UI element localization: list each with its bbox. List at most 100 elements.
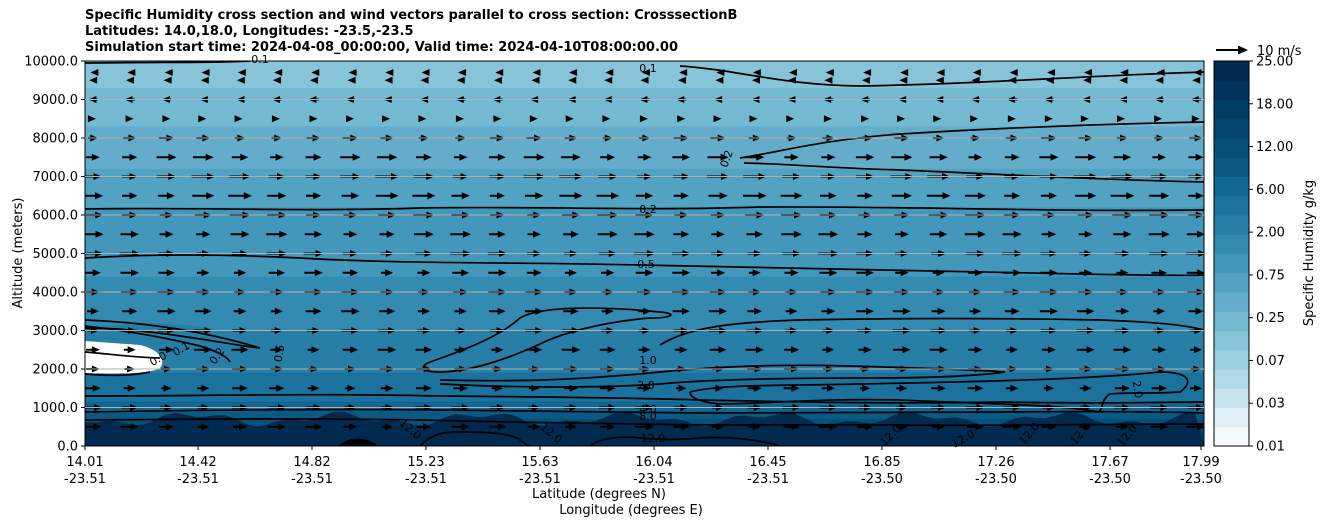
wind-vector (525, 192, 544, 200)
wind-vector-head (458, 307, 467, 315)
wind-vector (341, 192, 360, 200)
wind-vector (454, 307, 467, 315)
wind-vector-head (274, 307, 283, 315)
colorbar-swatch (1214, 311, 1249, 331)
wind-vector (563, 230, 579, 238)
wind-vector-head (95, 230, 104, 238)
wind-vector (164, 69, 173, 77)
wind-vector (931, 384, 946, 392)
wind-vector-head (1154, 115, 1163, 123)
wind-vector (375, 192, 399, 200)
wind-vector (856, 269, 874, 277)
wind-vector (715, 76, 724, 84)
wind-vector-head (643, 384, 652, 392)
x-tick-longitude: -23.50 (861, 472, 903, 487)
wind-vector (159, 346, 174, 354)
wind-vector (524, 307, 544, 315)
wind-vector (1186, 423, 1204, 431)
wind-vector-head (749, 115, 758, 123)
wind-vector (493, 76, 502, 84)
wind-vector (454, 346, 467, 354)
x-tick-longitude: -23.50 (1180, 472, 1222, 487)
wind-vector (1045, 76, 1054, 84)
wind-vector (127, 69, 136, 77)
wind-vector-head (1120, 269, 1129, 277)
contour-line (85, 325, 231, 363)
wind-vector-head (239, 384, 248, 392)
wind-vector (305, 192, 322, 200)
wind-vector (231, 153, 249, 161)
wind-vector-head (1159, 423, 1168, 431)
wind-vector-head (1047, 346, 1056, 354)
wind-vector (749, 115, 758, 123)
wind-vector-head (791, 384, 800, 392)
wind-vector-head (827, 307, 836, 315)
contour-line (85, 61, 251, 64)
wind-vector (309, 76, 318, 84)
wind-vector (672, 423, 690, 431)
wind-vector (1115, 423, 1130, 431)
wind-vector (600, 153, 616, 161)
wind-vector-head (349, 423, 358, 431)
wind-vector-head (198, 115, 207, 123)
wind-vector-head (1013, 230, 1022, 238)
wind-vector (379, 230, 395, 238)
wind-vector-head (1010, 384, 1019, 392)
wind-vector-head (423, 153, 432, 161)
wind-vector (1079, 384, 1092, 392)
wind-vector-head (277, 423, 286, 431)
wind-vector (417, 307, 431, 315)
wind-vector-head (390, 192, 399, 200)
colorbar-swatch (1214, 407, 1249, 428)
wind-vector (747, 307, 763, 315)
wind-vector-head (91, 153, 100, 161)
wind-vector (1149, 192, 1170, 200)
colorbar-label: Specific Humidity g/kg (1302, 180, 1317, 326)
wind-vector-head (201, 269, 210, 277)
colorbar-tick-label: 25.00 (1256, 55, 1293, 70)
wind-vector (784, 346, 800, 354)
wind-vector (561, 153, 581, 161)
wind-vector-head (1195, 307, 1204, 315)
wind-vector-head (572, 346, 581, 354)
wind-vector (342, 346, 359, 354)
wind-vector-head (461, 423, 470, 431)
wind-vector (1115, 307, 1130, 315)
wind-vector (123, 384, 136, 392)
wind-vector-head (1158, 384, 1167, 392)
contour-label: 8.0 (639, 410, 657, 423)
wind-vector-head (974, 269, 983, 277)
wind-vector-head (1193, 69, 1202, 77)
wind-vector-head (975, 423, 984, 431)
wind-vector-head (532, 423, 541, 431)
wind-vector (341, 307, 360, 315)
wind-vector-head (163, 384, 172, 392)
wind-vector (709, 346, 727, 354)
contour-line (85, 206, 1204, 212)
wind-vector (1006, 346, 1019, 354)
wind-vector-head (1012, 192, 1021, 200)
wind-vector (417, 269, 431, 277)
wind-vector-head (1013, 423, 1022, 431)
wind-vector-head (607, 384, 616, 392)
y-tick-label: 0.0 (57, 440, 78, 455)
wind-vector-head (829, 423, 838, 431)
wind-vector-head (240, 346, 249, 354)
wind-vector (125, 115, 134, 123)
wind-vector (416, 153, 432, 161)
wind-vector (600, 269, 615, 277)
wind-vector-head (163, 76, 172, 84)
colorbar-tick-label: 2.00 (1256, 226, 1285, 241)
wind-vector-head (752, 269, 761, 277)
wind-vector (458, 69, 467, 77)
x-tick-longitude: -23.50 (975, 472, 1017, 487)
wind-vector (745, 153, 765, 161)
wind-vector (228, 192, 252, 200)
colorbar-tick-label: 0.75 (1256, 268, 1285, 283)
wind-vector-head (536, 153, 545, 161)
wind-vector (1083, 76, 1092, 84)
wind-vector-head (238, 269, 247, 277)
wind-vector-head (717, 269, 726, 277)
wind-reference-key: 10 m/s (1216, 44, 1302, 59)
